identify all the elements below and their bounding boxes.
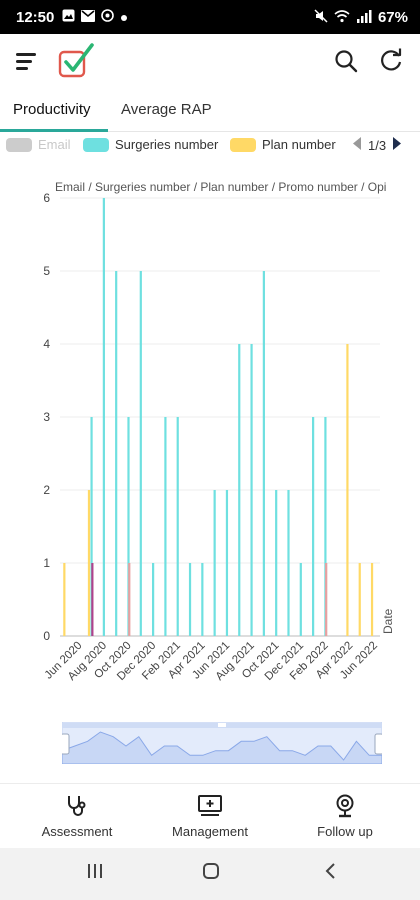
nav-follow-up-label: Follow up: [317, 824, 373, 839]
nav-management-label: Management: [172, 824, 248, 839]
chart-bar: [325, 563, 328, 636]
legend-item-email[interactable]: Email: [6, 137, 71, 152]
chart-zoom-slider[interactable]: [60, 721, 384, 765]
legend-item-plan[interactable]: Plan number: [230, 137, 336, 152]
wifi-icon: [334, 9, 350, 26]
legend-next-icon[interactable]: [392, 137, 402, 153]
chart-bar: [299, 563, 302, 636]
y-tick-label: 0: [43, 629, 50, 643]
gallery-icon: [62, 9, 75, 26]
chart-bar: [358, 563, 361, 636]
chart-bar: [287, 490, 290, 636]
nav-follow-up[interactable]: Follow up: [310, 794, 380, 839]
chart-bar: [324, 417, 327, 636]
chart-bar: [225, 490, 229, 636]
chart-legend: Email Surgeries number Plan number 1/3: [0, 135, 420, 157]
y-tick-label: 6: [43, 191, 50, 205]
y-tick-label: 5: [43, 264, 50, 278]
chart-bar: [63, 563, 66, 636]
chart-bar: [164, 417, 167, 636]
signal-icon: [356, 9, 372, 26]
search-icon[interactable]: [333, 48, 359, 74]
refresh-icon[interactable]: [378, 48, 404, 74]
chart-bar: [238, 344, 241, 636]
bottom-navigation: Assessment Management Follow up: [0, 783, 420, 847]
system-navigation: [0, 848, 420, 900]
chart-bar: [91, 563, 94, 636]
menu-icon[interactable]: [16, 52, 38, 70]
legend-swatch-surgeries: [83, 137, 109, 152]
y-tick-label: 2: [43, 483, 50, 497]
y-tick-label: 3: [43, 410, 50, 424]
chart-bar: [275, 490, 278, 636]
chart-svg: Email / Surgeries number / Plan number /…: [43, 180, 395, 683]
checklist-logo-icon: [56, 42, 96, 80]
gmail-icon: [81, 9, 95, 26]
chart-bar: [139, 271, 142, 636]
slider-area: [61, 731, 383, 765]
chart-bar: [312, 417, 315, 636]
chart-bar: [346, 344, 349, 636]
chart-bar: [87, 490, 91, 636]
chart-bar: [90, 417, 93, 636]
legend-item-surgeries[interactable]: Surgeries number: [83, 137, 218, 152]
active-tab-indicator: [0, 129, 108, 132]
app-bar: [0, 34, 420, 90]
dot-icon: [120, 10, 128, 26]
x-axis-label: Date: [381, 608, 395, 634]
recents-icon[interactable]: [86, 862, 104, 885]
tab-productivity[interactable]: Productivity: [13, 101, 91, 118]
tab-average-rap[interactable]: Average RAP: [121, 101, 212, 118]
legend-pager: 1/3: [352, 137, 402, 153]
chart-bar: [127, 417, 130, 636]
y-tick-label: 4: [43, 337, 50, 351]
status-bar: 12:50 67%: [0, 0, 420, 34]
chart-bar: [213, 490, 216, 636]
chart-bar: [262, 271, 265, 636]
chart-bar: [188, 563, 192, 636]
slider-right-handle[interactable]: [374, 733, 384, 755]
slider-center-grip: [218, 723, 226, 727]
chart-bar: [152, 563, 155, 636]
stethoscope-icon: [68, 796, 86, 816]
chart-bar: [201, 563, 204, 636]
home-icon[interactable]: [202, 862, 220, 885]
legend-label-surgeries: Surgeries number: [115, 137, 219, 152]
slider-left-handle[interactable]: [60, 733, 70, 755]
nav-management[interactable]: Management: [168, 794, 252, 839]
chart-bar: [370, 563, 374, 636]
chart-bar: [176, 417, 179, 636]
legend-swatch-plan: [230, 137, 256, 152]
y-tick-label: 1: [43, 556, 50, 570]
status-time: 12:50: [16, 9, 55, 26]
legend-prev-icon[interactable]: [352, 137, 362, 153]
nav-assessment-label: Assessment: [41, 824, 113, 839]
chart-bar: [128, 563, 131, 636]
chart-bar: [250, 344, 253, 636]
mute-icon: [314, 9, 328, 26]
legend-swatch-email: [6, 137, 32, 152]
battery-level: 67%: [377, 9, 408, 26]
legend-label-plan: Plan number: [262, 137, 336, 152]
chart-bar: [115, 271, 118, 636]
webcam-icon: [336, 794, 354, 818]
slider-preview: [60, 721, 384, 765]
chart-bar: [102, 198, 105, 636]
nav-assessment[interactable]: Assessment: [36, 794, 118, 839]
back-icon[interactable]: [322, 862, 340, 885]
chart-title: Email / Surgeries number / Plan number /…: [55, 180, 386, 194]
legend-label-email: Email: [38, 137, 71, 152]
legend-page-indicator: 1/3: [368, 137, 387, 153]
tab-bar: Productivity Average RAP: [0, 92, 420, 132]
productivity-chart: Email / Surgeries number / Plan number /…: [0, 175, 420, 715]
whatsapp-icon: [101, 9, 114, 26]
monitor-plus-icon: [198, 795, 222, 816]
